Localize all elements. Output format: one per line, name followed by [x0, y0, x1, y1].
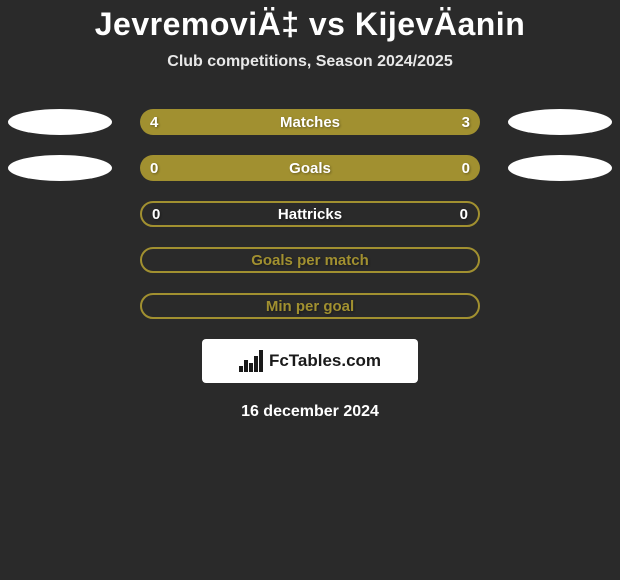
- stat-row: 4Matches3: [0, 109, 620, 135]
- stat-left-value: 0: [152, 206, 160, 223]
- page-title: JevremoviÄ‡ vs KijevÄanin: [0, 6, 620, 43]
- stat-label: Hattricks: [142, 206, 478, 223]
- stat-bar: 0Hattricks0: [140, 201, 480, 227]
- stat-bar: 4Matches3: [140, 109, 480, 135]
- team-oval-right: [508, 109, 612, 135]
- subtitle: Club competitions, Season 2024/2025: [0, 53, 620, 71]
- stat-right-value: 3: [462, 114, 470, 131]
- stat-label: Goals: [140, 160, 480, 177]
- team-oval-left: [8, 155, 112, 181]
- stat-bar: Min per goal: [140, 293, 480, 319]
- fctables-badge[interactable]: FcTables.com: [202, 339, 418, 383]
- stat-rows: 4Matches30Goals00Hattricks0Goals per mat…: [0, 109, 620, 319]
- stat-right-value: 0: [462, 160, 470, 177]
- stat-right-value: 0: [460, 206, 468, 223]
- stat-label: Goals per match: [142, 252, 478, 269]
- team-oval-right: [508, 155, 612, 181]
- badge-text: FcTables.com: [269, 351, 381, 371]
- stats-card: JevremoviÄ‡ vs KijevÄanin Club competiti…: [0, 0, 620, 421]
- stat-left-value: 0: [150, 160, 158, 177]
- stat-row: 0Hattricks0: [0, 201, 620, 227]
- stat-bar: Goals per match: [140, 247, 480, 273]
- stat-bar: 0Goals0: [140, 155, 480, 181]
- badge-wrap: FcTables.com: [0, 339, 620, 383]
- bar-chart-icon: [239, 350, 263, 372]
- stat-row: Goals per match: [0, 247, 620, 273]
- stat-label: Matches: [140, 114, 480, 131]
- stat-left-value: 4: [150, 114, 158, 131]
- date-text: 16 december 2024: [0, 403, 620, 421]
- stat-row: Min per goal: [0, 293, 620, 319]
- stat-label: Min per goal: [142, 298, 478, 315]
- stat-row: 0Goals0: [0, 155, 620, 181]
- team-oval-left: [8, 109, 112, 135]
